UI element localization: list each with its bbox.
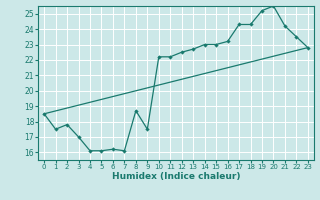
X-axis label: Humidex (Indice chaleur): Humidex (Indice chaleur) [112, 172, 240, 181]
